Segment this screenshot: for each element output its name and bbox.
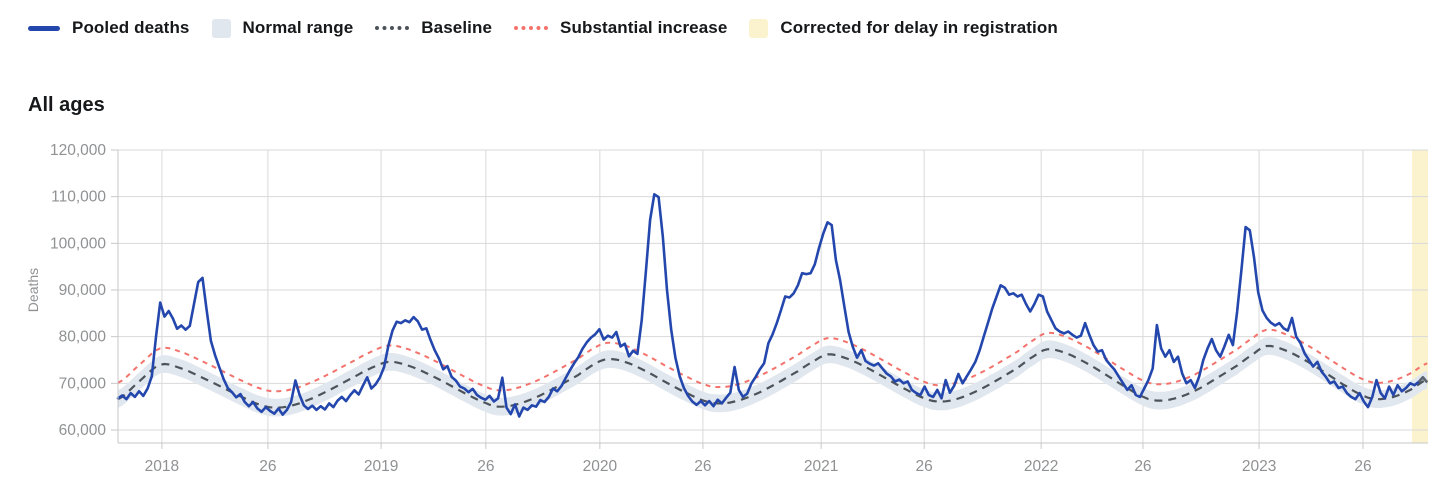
- legend-item-corrected-delay: Corrected for delay in registration: [749, 18, 1058, 38]
- y-tick-label: 80,000: [59, 329, 107, 346]
- x-tick-label: 2023: [1242, 458, 1276, 475]
- x-tick-label: 26: [1354, 458, 1371, 475]
- x-tick-label: 2018: [145, 458, 179, 475]
- legend-label: Substantial increase: [560, 18, 728, 37]
- x-tick-label: 26: [477, 458, 494, 475]
- x-tick-label: 26: [694, 458, 711, 475]
- baseline-dotted-swatch: [375, 26, 410, 30]
- substantial-increase-line: [117, 328, 1428, 393]
- legend-label: Pooled deaths: [72, 18, 190, 37]
- substantial-increase-dotted-swatch: [514, 26, 549, 30]
- y-tick-label: 70,000: [59, 375, 107, 392]
- corrected-delay-band: [1411, 150, 1428, 443]
- pooled-deaths-line-swatch: [28, 25, 60, 31]
- x-tick-label: 2021: [804, 458, 838, 475]
- normal-range-box-swatch: [211, 18, 231, 38]
- legend-label: Corrected for delay in registration: [780, 18, 1058, 37]
- x-tick-label: 26: [259, 458, 276, 475]
- x-tick-label: 2020: [583, 458, 618, 475]
- legend-item-substantial-increase: Substantial increase: [514, 18, 727, 38]
- mortality-line-chart: 60,000 70,000 80,000 90,000 100,000 110,000 12…: [25, 142, 1429, 475]
- y-tick-label: 110,000: [51, 189, 106, 206]
- y-tick-label: 120,000: [50, 142, 106, 159]
- legend-item-pooled-deaths: Pooled deaths: [28, 18, 190, 38]
- y-tick-label: 100,000: [50, 235, 106, 252]
- chart-legend: Pooled deaths Normal range Baseline Subs…: [28, 18, 1058, 38]
- legend-label: Baseline: [421, 18, 493, 37]
- x-tick-label: 2022: [1024, 458, 1058, 475]
- y-axis-title: Deaths: [25, 268, 41, 312]
- legend-label: Normal range: [242, 18, 354, 37]
- x-tick-label: 26: [1134, 458, 1151, 475]
- baseline-line: [117, 344, 1428, 409]
- pooled-deaths-line: [116, 193, 1420, 418]
- y-tick-label: 60,000: [59, 422, 107, 439]
- normal-range-band: [118, 337, 1428, 417]
- legend-item-baseline: Baseline: [375, 18, 492, 38]
- x-tick-label: 26: [916, 458, 933, 475]
- corrected-tip-line: [1417, 376, 1429, 384]
- chart-title: All ages: [28, 94, 105, 116]
- x-tick-label: 2019: [364, 458, 398, 475]
- corrected-delay-box-swatch: [749, 18, 769, 38]
- y-tick-label: 90,000: [59, 282, 107, 299]
- legend-item-normal-range: Normal range: [211, 18, 354, 38]
